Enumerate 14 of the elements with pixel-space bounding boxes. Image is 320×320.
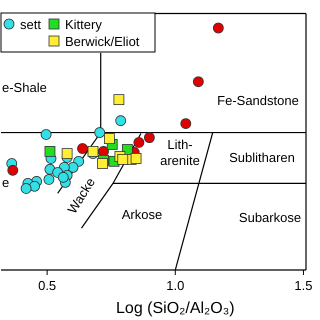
annotation: Arkose — [122, 207, 162, 222]
annotation: e — [2, 175, 10, 190]
x-tick-label: 0.5 — [38, 278, 56, 293]
legend-label: sett — [20, 17, 42, 32]
x-tick-label: 1.0 — [166, 278, 184, 293]
annotation: e-Shale — [2, 80, 47, 95]
x-axis-title: Log (SiO₂/Al₂O₃) — [116, 300, 235, 317]
x-tick-label: 1.5 — [294, 278, 312, 293]
legend-label: Kittery — [65, 17, 102, 32]
annotation: Fe-Sandstone — [217, 93, 299, 108]
annotation: Lith- arenite — [160, 137, 200, 168]
legend-label: Berwick/Eliot — [65, 34, 140, 49]
annotation: Subarkose — [238, 210, 302, 225]
annotation: Sublitharen — [229, 150, 295, 165]
